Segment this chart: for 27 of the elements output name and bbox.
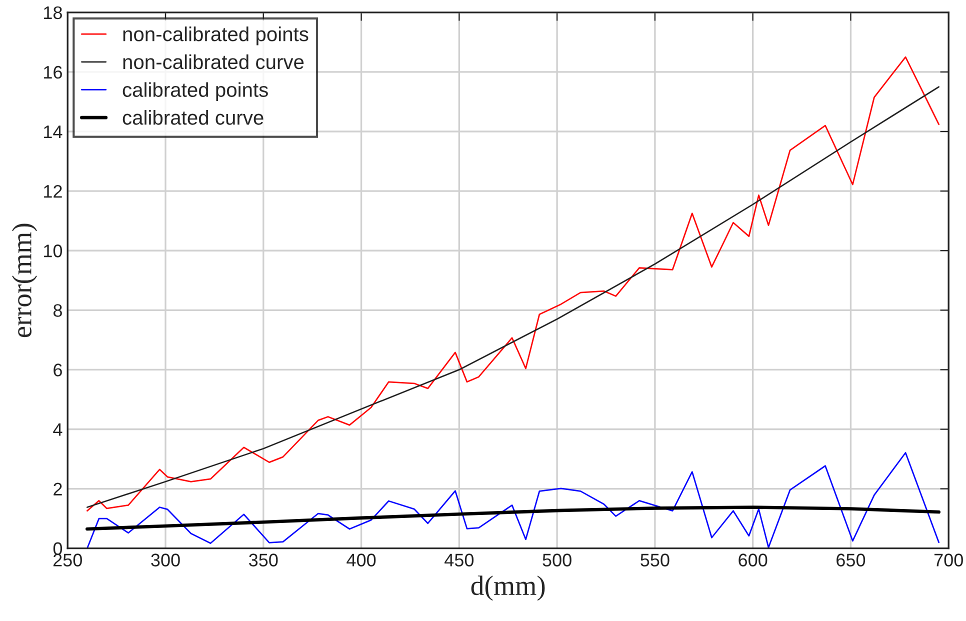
y-tick-label: 4 bbox=[53, 423, 62, 436]
y-tick-label: 16 bbox=[44, 66, 62, 79]
legend-label: calibrated curve bbox=[122, 110, 264, 125]
y-tick-label: 8 bbox=[54, 304, 62, 317]
y-axis-title: error(mm) bbox=[12, 224, 38, 338]
x-tick-label: 400 bbox=[346, 554, 376, 566]
y-tick-label: 14 bbox=[44, 126, 62, 138]
line-series bbox=[86, 452, 940, 548]
x-tick-label: 700 bbox=[934, 554, 963, 566]
x-tick-label: 250 bbox=[53, 554, 82, 566]
x-tick-label: 450 bbox=[444, 554, 474, 566]
x-tick-label: 300 bbox=[151, 554, 180, 566]
x-tick-label: 650 bbox=[836, 554, 866, 566]
y-tick-label: 10 bbox=[44, 244, 62, 258]
y-tick-label: 2 bbox=[54, 482, 62, 496]
legend-label: calibrated points bbox=[122, 82, 268, 101]
y-tick-label: 18 bbox=[44, 6, 62, 20]
x-axis-title: d(mm) bbox=[471, 576, 545, 601]
y-tick-label: 12 bbox=[44, 184, 62, 198]
x-tick-label: 550 bbox=[640, 554, 670, 566]
legend-label: non-calibrated points bbox=[123, 26, 308, 46]
x-tick-label: 600 bbox=[738, 554, 768, 566]
x-tick-label: 350 bbox=[249, 554, 278, 566]
x-tick-label: 500 bbox=[542, 554, 572, 566]
legend-label: non-calibrated curve bbox=[123, 54, 304, 70]
line-series bbox=[86, 506, 940, 531]
y-tick-label: 6 bbox=[54, 364, 62, 376]
